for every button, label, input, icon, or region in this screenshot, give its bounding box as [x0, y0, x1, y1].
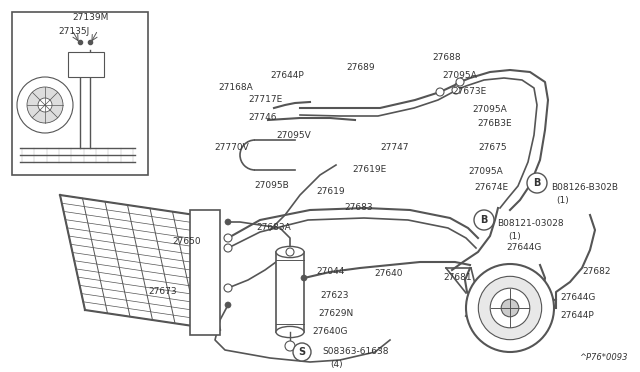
Text: 27673E: 27673E	[452, 87, 486, 96]
Text: 27629N: 27629N	[318, 310, 353, 318]
Text: 27044: 27044	[316, 267, 344, 276]
Circle shape	[501, 299, 519, 317]
Circle shape	[478, 276, 541, 340]
Text: 27644P: 27644P	[270, 71, 304, 80]
Ellipse shape	[276, 326, 304, 338]
Text: B08121-03028: B08121-03028	[497, 219, 564, 228]
Text: 27747: 27747	[380, 144, 408, 153]
Text: 27689: 27689	[346, 64, 374, 73]
Text: (1): (1)	[556, 196, 569, 205]
Text: (1): (1)	[508, 232, 521, 241]
Circle shape	[286, 248, 294, 256]
Text: 27674E: 27674E	[474, 183, 508, 192]
Text: 27682: 27682	[582, 267, 611, 276]
Circle shape	[466, 264, 554, 352]
Circle shape	[452, 86, 460, 94]
Circle shape	[436, 88, 444, 96]
Text: 27619: 27619	[316, 187, 344, 196]
Text: B: B	[533, 178, 541, 188]
Circle shape	[527, 173, 547, 193]
Bar	[190, 210, 220, 335]
Text: 27095A: 27095A	[468, 167, 503, 176]
Text: 276B3E: 276B3E	[477, 119, 511, 128]
Text: 27644P: 27644P	[560, 311, 594, 321]
Text: 27135J: 27135J	[58, 28, 89, 36]
Text: 27619E: 27619E	[352, 166, 387, 174]
Circle shape	[293, 343, 311, 361]
Bar	[68, 52, 104, 77]
Text: 27623: 27623	[320, 292, 349, 301]
Text: B: B	[480, 215, 488, 225]
Circle shape	[224, 284, 232, 292]
Text: B08126-B302B: B08126-B302B	[551, 183, 618, 192]
Circle shape	[27, 87, 63, 123]
Text: 27650: 27650	[172, 237, 200, 247]
Circle shape	[474, 210, 494, 230]
Text: 27683A: 27683A	[256, 224, 291, 232]
Text: 27644G: 27644G	[560, 294, 595, 302]
Circle shape	[224, 244, 232, 252]
Circle shape	[285, 341, 295, 351]
Text: 27640: 27640	[374, 269, 403, 279]
Circle shape	[301, 275, 307, 281]
Text: S08363-61638: S08363-61638	[322, 347, 388, 356]
Ellipse shape	[276, 246, 304, 257]
Text: 27640G: 27640G	[312, 327, 348, 337]
Text: 27681: 27681	[443, 273, 472, 282]
Circle shape	[225, 219, 231, 225]
Bar	[276, 252, 304, 332]
Circle shape	[225, 302, 231, 308]
Text: 27095B: 27095B	[254, 180, 289, 189]
Circle shape	[17, 77, 73, 133]
Text: 27095A: 27095A	[442, 71, 477, 80]
Text: 27644G: 27644G	[506, 244, 541, 253]
Text: 27717E: 27717E	[248, 96, 282, 105]
Text: ^P76*0093: ^P76*0093	[579, 353, 628, 362]
Text: 27139M: 27139M	[72, 13, 108, 22]
Text: 27168A: 27168A	[218, 83, 253, 93]
Text: 27683: 27683	[344, 203, 372, 212]
Text: 27688: 27688	[432, 54, 461, 62]
Text: 27095A: 27095A	[472, 106, 507, 115]
Text: 27770V: 27770V	[214, 144, 249, 153]
Circle shape	[224, 234, 232, 242]
Bar	[12, 12, 148, 175]
Text: 27675: 27675	[478, 144, 507, 153]
Text: 27746: 27746	[248, 113, 276, 122]
Circle shape	[456, 78, 464, 86]
Text: 27095V: 27095V	[276, 131, 311, 141]
Text: S: S	[298, 347, 305, 357]
Text: (4): (4)	[330, 359, 342, 369]
Circle shape	[490, 288, 530, 328]
Text: 27673: 27673	[148, 288, 177, 296]
Circle shape	[38, 98, 52, 112]
